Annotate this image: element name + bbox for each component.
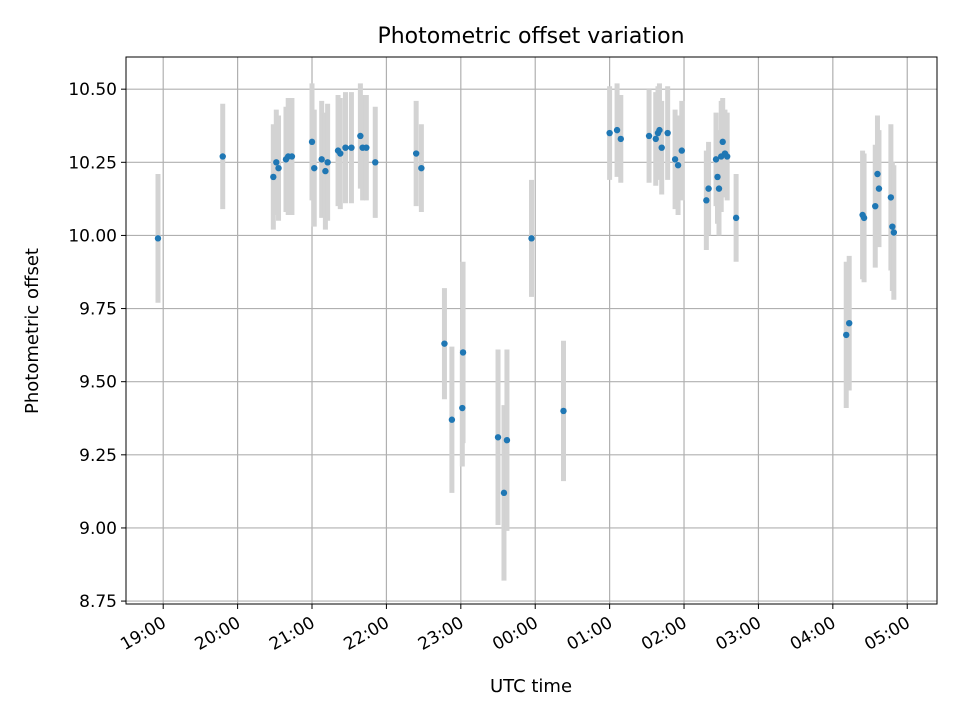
x-axis-label: UTC time bbox=[490, 676, 572, 697]
data-point bbox=[270, 173, 277, 181]
data-point bbox=[843, 331, 850, 339]
data-point bbox=[560, 407, 567, 415]
data-point bbox=[678, 147, 685, 154]
data-point bbox=[318, 156, 325, 163]
y-tick-label: 10.50 bbox=[68, 80, 117, 100]
data-point bbox=[719, 138, 726, 146]
data-point bbox=[342, 144, 349, 151]
y-axis-label: Photometric offset bbox=[22, 248, 43, 414]
data-point bbox=[732, 214, 740, 222]
data-point bbox=[872, 202, 879, 210]
data-point bbox=[890, 229, 898, 236]
data-point bbox=[712, 156, 720, 163]
data-point bbox=[308, 138, 316, 146]
data-point bbox=[275, 164, 282, 172]
data-point bbox=[703, 197, 710, 204]
data-point bbox=[723, 153, 731, 160]
data-point bbox=[441, 340, 448, 347]
y-tick-label: 8.75 bbox=[79, 592, 117, 612]
data-point bbox=[889, 223, 896, 230]
data-point bbox=[715, 185, 723, 192]
data-point bbox=[645, 132, 653, 140]
data-point bbox=[674, 162, 682, 169]
data-point bbox=[656, 126, 663, 134]
data-point bbox=[348, 144, 355, 151]
data-point bbox=[613, 126, 621, 134]
chart-title: Photometric offset variation bbox=[377, 24, 684, 49]
y-tick-label: 10.25 bbox=[68, 153, 117, 173]
y-tick-label: 10.00 bbox=[68, 226, 117, 246]
plot-frame bbox=[125, 56, 938, 605]
data-point bbox=[671, 156, 679, 163]
data-point bbox=[311, 164, 318, 172]
data-point bbox=[503, 436, 511, 444]
data-point bbox=[154, 235, 162, 242]
data-point bbox=[528, 235, 535, 242]
y-tick-label: 9.50 bbox=[79, 373, 117, 393]
data-point bbox=[288, 153, 296, 160]
data-point bbox=[337, 150, 344, 157]
y-tick-label: 9.25 bbox=[79, 446, 117, 466]
data-point bbox=[874, 170, 881, 178]
data-point bbox=[652, 135, 659, 143]
data-point bbox=[887, 194, 895, 201]
data-point bbox=[606, 129, 613, 137]
data-point bbox=[459, 349, 467, 356]
data-point bbox=[418, 164, 425, 172]
data-point bbox=[357, 132, 364, 140]
data-point bbox=[617, 135, 624, 143]
point-layer bbox=[154, 126, 898, 497]
data-point bbox=[860, 214, 868, 222]
data-point bbox=[705, 185, 712, 192]
data-point bbox=[664, 129, 671, 137]
data-point bbox=[372, 159, 379, 166]
data-point bbox=[494, 434, 502, 441]
data-point bbox=[322, 167, 329, 175]
data-point bbox=[273, 159, 280, 166]
data-point bbox=[219, 153, 226, 160]
data-point bbox=[363, 144, 370, 151]
data-point bbox=[714, 173, 721, 181]
data-point bbox=[448, 416, 456, 423]
data-point bbox=[875, 185, 883, 192]
data-point bbox=[658, 144, 665, 151]
data-point bbox=[459, 404, 466, 412]
y-tick-label: 9.00 bbox=[79, 519, 117, 539]
data-point bbox=[500, 489, 508, 497]
y-tick-label: 9.75 bbox=[79, 300, 117, 320]
data-point bbox=[412, 150, 420, 157]
data-point bbox=[324, 159, 331, 166]
data-point bbox=[846, 319, 853, 327]
